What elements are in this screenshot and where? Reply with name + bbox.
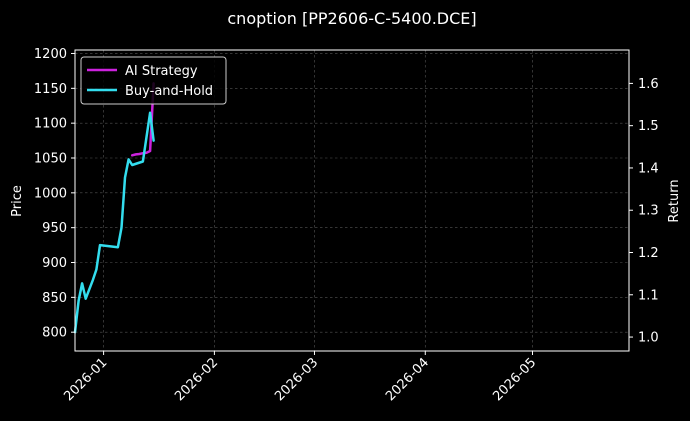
y2-axis-label: Return — [667, 179, 682, 222]
y-tick-label: 900 — [42, 256, 67, 271]
y-tick-label: 1000 — [34, 186, 67, 201]
y2-tick-label: 1.5 — [638, 119, 659, 134]
plot-frame — [74, 49, 630, 352]
y2-tick-label: 1.1 — [638, 288, 659, 303]
legend: AI Strategy Buy-and-Hold — [80, 56, 227, 105]
series-line-buy-and-hold — [73, 111, 155, 334]
y2-tick-label: 1.6 — [638, 77, 659, 92]
y-axis-label: Price — [10, 185, 25, 217]
y-tick-label: 850 — [42, 291, 67, 306]
y-tick-label: 1150 — [34, 82, 67, 97]
y2-tick-label: 1.2 — [638, 246, 659, 261]
chart-title: cnoption [PP2606-C-5400.DCE] — [227, 9, 476, 28]
y-tick-label: 1100 — [34, 117, 67, 132]
y2-tick-label: 1.3 — [638, 204, 659, 219]
y-tick-label: 950 — [42, 221, 67, 236]
y2-tick-label: 1.4 — [638, 161, 659, 176]
y-tick-label: 1050 — [34, 151, 67, 166]
y-tick-label: 1200 — [34, 47, 67, 62]
series-group — [73, 82, 155, 334]
legend-label-ai-strategy: AI Strategy — [125, 64, 198, 79]
y-tick-label: 800 — [42, 326, 67, 341]
legend-label-buy-and-hold: Buy-and-Hold — [125, 84, 213, 99]
legend-box — [80, 56, 227, 105]
y2-tick-label: 1.0 — [638, 331, 659, 346]
